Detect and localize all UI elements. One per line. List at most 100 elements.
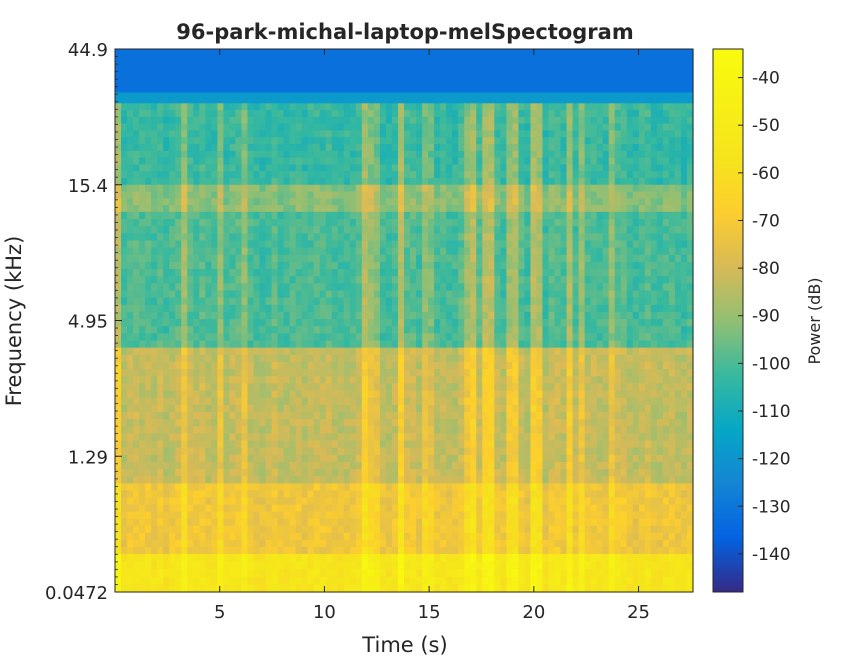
heatmap-cell (518, 247, 526, 256)
heatmap-cell (512, 191, 519, 199)
heatmap-cell (325, 123, 333, 132)
heatmap-cell (247, 77, 255, 86)
heatmap-cell (319, 171, 327, 179)
heatmap-cell (530, 110, 538, 118)
heatmap-cell (482, 85, 489, 94)
heatmap-cell (548, 97, 556, 104)
heatmap-cell (229, 130, 237, 138)
heatmap-cell (157, 219, 164, 227)
heatmap-cell (301, 376, 309, 384)
heatmap-cell (337, 226, 345, 234)
heatmap-cell (668, 240, 676, 249)
heatmap-cell (391, 144, 399, 152)
heatmap-cell (217, 297, 224, 306)
heatmap-cell (163, 191, 170, 199)
heatmap-cell (295, 97, 303, 104)
heatmap-cell (229, 390, 237, 399)
heatmap-cell (668, 397, 676, 406)
heatmap-cell (151, 123, 158, 132)
heatmap-cell (361, 177, 369, 186)
heatmap-cell (217, 110, 224, 118)
heatmap-cell (524, 261, 532, 270)
heatmap-cell (181, 219, 188, 227)
heatmap-cell (452, 276, 459, 284)
heatmap-cell (133, 340, 140, 349)
heatmap-cell (115, 276, 122, 284)
heatmap-cell (217, 130, 224, 138)
heatmap-cell (542, 390, 550, 399)
heatmap-cell (428, 269, 435, 277)
heatmap-cell (193, 144, 200, 152)
heatmap-cell (373, 311, 381, 320)
heatmap-cell (434, 354, 441, 363)
heatmap-cell (548, 130, 556, 138)
heatmap-cell (337, 276, 345, 284)
heatmap-cell (434, 390, 441, 399)
heatmap-cell (656, 164, 664, 172)
heatmap-cell (217, 390, 224, 399)
heatmap-cell (554, 361, 562, 370)
heatmap-cell (422, 361, 429, 370)
heatmap-cell (271, 137, 279, 145)
heatmap-cell (397, 85, 405, 94)
heatmap-cell (163, 369, 170, 377)
heatmap-cell (211, 226, 218, 234)
heatmap-cell (506, 319, 513, 327)
heatmap-cell (440, 383, 447, 392)
heatmap-cell (373, 63, 381, 72)
heatmap-cell (644, 354, 652, 363)
heatmap-cell (181, 211, 188, 220)
heatmap-cell (163, 261, 170, 270)
heatmap-cell (602, 376, 610, 384)
heatmap-cell (253, 103, 261, 111)
heatmap-cell (199, 56, 206, 65)
heatmap-cell (355, 261, 363, 270)
heatmap-cell (620, 198, 628, 206)
heatmap-cell (253, 340, 261, 349)
heatmap-cell (199, 319, 206, 327)
heatmap-cell (133, 233, 140, 242)
heatmap-cell (193, 390, 200, 399)
heatmap-cell (494, 103, 501, 111)
heatmap-cell (686, 219, 694, 227)
heatmap-cell (247, 49, 255, 57)
heatmap-cell (343, 254, 351, 263)
heatmap-cell (193, 261, 200, 270)
heatmap-cell (674, 130, 682, 138)
heatmap-cell (181, 347, 188, 356)
heatmap-cell (530, 219, 538, 227)
heatmap-cell (295, 261, 303, 270)
heatmap-cell (307, 130, 315, 138)
heatmap-cell (524, 191, 532, 199)
heatmap-cell (355, 397, 363, 406)
heatmap-cell (241, 383, 249, 392)
heatmap-cell (187, 247, 194, 256)
heatmap-cell (289, 361, 297, 370)
heatmap-cell (253, 49, 261, 57)
heatmap-cell (404, 49, 411, 57)
heatmap-cell (524, 150, 532, 159)
heatmap-cell (349, 276, 357, 284)
heatmap-cell (458, 283, 465, 292)
heatmap-cell (470, 333, 477, 342)
heatmap-cell (229, 397, 237, 406)
heatmap-cell (500, 340, 507, 349)
heatmap-cell (434, 319, 441, 327)
heatmap-cell (355, 269, 363, 277)
heatmap-cell (331, 92, 339, 99)
heatmap-cell (133, 333, 140, 342)
heatmap-cell (133, 297, 140, 306)
heatmap-cell (373, 247, 381, 256)
heatmap-cell (428, 63, 435, 72)
heatmap-cell (175, 144, 182, 152)
heatmap-cell (385, 369, 393, 377)
heatmap-cell (494, 390, 501, 399)
heatmap-cell (283, 226, 291, 234)
heatmap-cell (265, 177, 273, 186)
heatmap-cell (644, 390, 652, 399)
heatmap-cell (301, 70, 309, 79)
heatmap-cell (494, 198, 501, 206)
heatmap-cell (584, 361, 592, 370)
heatmap-cell (530, 261, 538, 270)
heatmap-cell (211, 254, 218, 263)
